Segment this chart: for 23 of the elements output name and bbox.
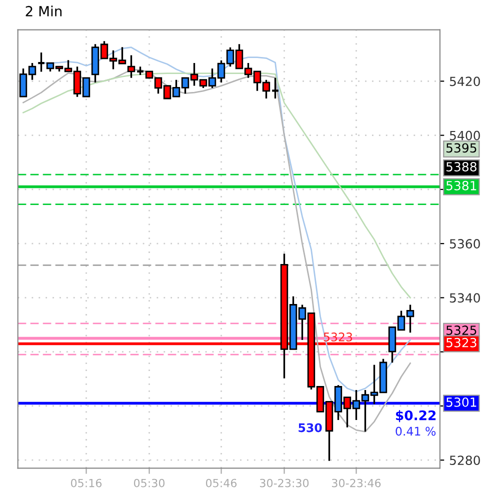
y-tick-label: 5400: [450, 130, 480, 140]
annotation: 530: [298, 423, 322, 432]
candlestick: [271, 77, 280, 100]
y-tick-label: 5420: [450, 76, 480, 86]
text: 5388: [446, 162, 476, 172]
text: 5395: [446, 143, 476, 153]
annotation: 0.41 %: [396, 426, 436, 436]
y-tick-label: 5340: [450, 293, 480, 303]
ref-line-label: 5381: [446, 180, 476, 190]
x-tick-label: 05:16: [70, 478, 102, 488]
chart-title: 2 Min: [26, 6, 62, 16]
x-tick-label: 30-23:30: [260, 478, 309, 488]
x-tick-label: 30-23:46: [332, 478, 381, 488]
ref-line-label: 5301: [446, 397, 476, 407]
x-tick-label: 05:46: [206, 478, 237, 488]
x-tick-label: 05:30: [134, 478, 165, 488]
y-tick-label: 5360: [450, 239, 480, 249]
candlestick: [37, 52, 46, 73]
ref-line-label: 5325: [446, 326, 476, 335]
ref-line-label: 5323: [446, 338, 476, 348]
candlestick: [127, 54, 136, 79]
y-tick-label: 5280: [450, 456, 480, 466]
annotation: $0.22: [396, 410, 436, 422]
